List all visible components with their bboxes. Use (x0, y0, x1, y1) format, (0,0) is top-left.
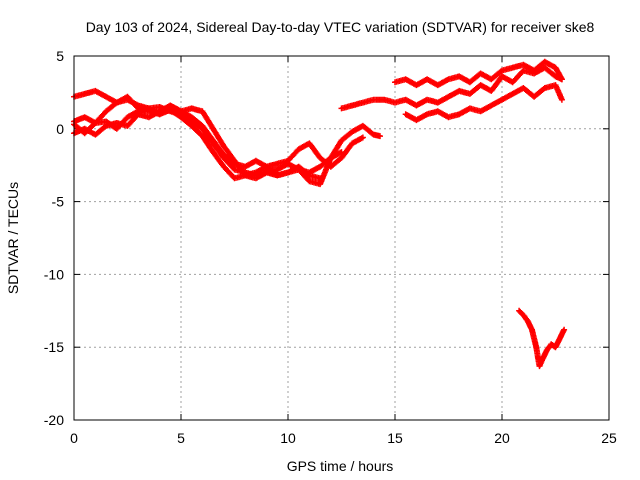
data-series (71, 58, 568, 370)
series-track-d (71, 105, 324, 182)
y-tick-label: -10 (44, 266, 64, 282)
x-axis: 0 5 10 15 20 25 (70, 56, 617, 446)
x-tick-label: 20 (494, 430, 510, 446)
data-point (558, 96, 565, 103)
chart-title: Day 103 of 2024, Sidereal Day-to-day VTE… (86, 19, 595, 35)
x-tick-label: 5 (177, 430, 185, 446)
y-tick-label: 0 (56, 121, 64, 137)
x-tick-label: 15 (387, 430, 403, 446)
series-track-g (402, 82, 565, 124)
data-point (338, 149, 345, 156)
data-point (359, 134, 366, 141)
x-tick-label: 25 (601, 430, 617, 446)
y-tick-label: -20 (44, 412, 64, 428)
y-tick-label: -15 (44, 339, 64, 355)
plot-frame (73, 55, 610, 421)
series-track-h (516, 307, 568, 370)
data-point (317, 175, 324, 182)
x-tick-label: 10 (280, 430, 296, 446)
x-tick-label: 0 (70, 430, 78, 446)
data-point (377, 133, 383, 140)
data-point (558, 76, 565, 83)
series-track-f (392, 58, 565, 89)
y-tick-label: 5 (56, 48, 64, 64)
y-axis-label: SDTVAR / TECUs (5, 182, 21, 294)
grid-lines (74, 56, 609, 420)
y-tick-label: -5 (52, 194, 65, 210)
y-axis: 5 0 -5 -10 -15 -20 (44, 48, 609, 428)
x-axis-label: GPS time / hours (287, 458, 394, 474)
data-point (561, 326, 568, 333)
